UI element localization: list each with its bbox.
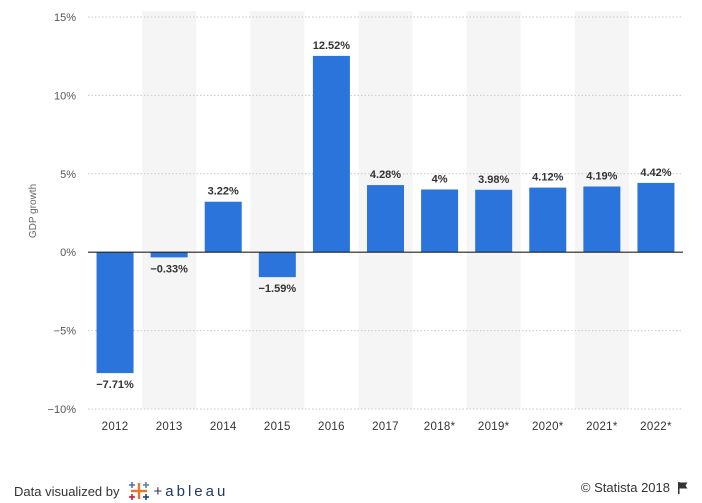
y-tick-label: 10% bbox=[54, 90, 76, 102]
bar bbox=[204, 201, 242, 253]
y-tick-label: 5% bbox=[60, 169, 76, 181]
y-axis-label: GDP growth bbox=[28, 184, 39, 238]
footer-attribution-text: Data visualized by bbox=[14, 483, 120, 499]
data-label: 3.98% bbox=[478, 174, 509, 186]
bar bbox=[150, 252, 188, 258]
footer-copyright: © Statista 2018 bbox=[581, 480, 688, 495]
y-tick-label: −5% bbox=[54, 326, 77, 338]
x-tick-label: 2013 bbox=[156, 421, 183, 433]
data-label: 4.42% bbox=[640, 167, 671, 179]
data-label: −1.59% bbox=[259, 283, 297, 295]
data-label: 4.19% bbox=[586, 171, 617, 183]
bar bbox=[583, 186, 621, 253]
data-label: 4.12% bbox=[532, 172, 563, 184]
footer-attribution: Data visualized by +ableau bbox=[14, 480, 228, 502]
bar bbox=[312, 55, 350, 253]
tableau-plus-icon bbox=[128, 482, 149, 500]
bar bbox=[96, 252, 134, 374]
y-tick-label: −10% bbox=[48, 404, 77, 416]
x-tick-label: 2022* bbox=[640, 421, 672, 433]
data-label: 4.28% bbox=[370, 169, 401, 181]
data-label: 4% bbox=[432, 173, 448, 185]
bar bbox=[475, 189, 513, 253]
x-tick-label: 2017 bbox=[372, 421, 399, 433]
y-tick-label: 15% bbox=[54, 12, 76, 24]
copyright-text[interactable]: © Statista 2018 bbox=[580, 480, 670, 495]
tableau-wordmark: +ableau bbox=[153, 482, 229, 500]
x-tick-label: 2018* bbox=[424, 421, 456, 433]
bar bbox=[421, 189, 459, 253]
flag-icon[interactable] bbox=[678, 481, 688, 494]
background-band bbox=[142, 11, 197, 409]
x-tick-label: 2019* bbox=[478, 421, 510, 433]
x-tick-label: 2020* bbox=[532, 421, 564, 433]
data-label: 3.22% bbox=[208, 186, 239, 198]
bar bbox=[258, 252, 296, 278]
x-tick-label: 2012 bbox=[102, 421, 129, 433]
chart: 15% 10% 5% 0% −5% −10% GDP growth −7.71% 2012 −0.… bbox=[28, 11, 683, 433]
x-tick-label: 2014 bbox=[210, 421, 237, 433]
y-tick-label: 0% bbox=[60, 247, 76, 259]
data-label: −7.71% bbox=[96, 379, 134, 391]
bar bbox=[529, 187, 567, 253]
x-tick-label: 2016 bbox=[318, 421, 345, 433]
background-band bbox=[250, 11, 305, 409]
tableau-logo[interactable]: +ableau bbox=[128, 480, 229, 502]
bar bbox=[367, 185, 404, 253]
x-tick-label: 2015 bbox=[264, 421, 291, 433]
data-label: 12.52% bbox=[313, 40, 351, 52]
bar bbox=[637, 182, 675, 253]
x-tick-label: 2021* bbox=[586, 421, 618, 433]
data-label: −0.33% bbox=[150, 263, 188, 275]
